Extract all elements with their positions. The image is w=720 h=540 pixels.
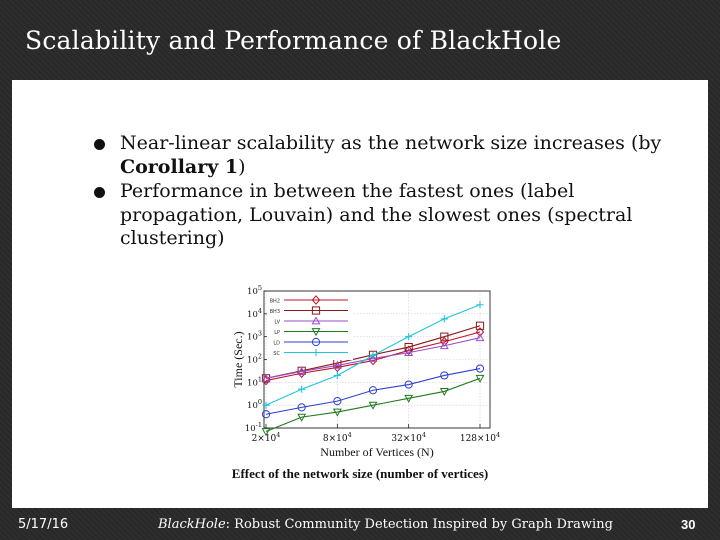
- data-point: [404, 347, 414, 357]
- legend-marker: [311, 295, 321, 305]
- legend-label: LD: [273, 341, 280, 347]
- legend-marker: [311, 328, 321, 337]
- data-point: [475, 327, 485, 337]
- scalability-chart: 10-1 100 101 102 103 104 105 2×104 8×104 32×104 12…: [231, 285, 500, 459]
- y-tick-label: 103: [247, 330, 262, 343]
- footer-date: 5/17/16: [18, 517, 69, 532]
- content-panel: Near-linear scalability as the network s…: [12, 80, 708, 508]
- legend-label: BH2: [270, 299, 280, 305]
- data-point: [332, 360, 342, 369]
- x-tick-label: 32×104: [391, 431, 426, 444]
- chart-legend: BH2 BH3 LV LP LD SC: [267, 294, 353, 360]
- data-point: [368, 386, 378, 395]
- data-point: [440, 315, 448, 323]
- legend-label: BH3: [270, 309, 280, 315]
- data-point: [261, 428, 271, 437]
- series-line: [265, 368, 481, 415]
- y-axis-label: Time (Sec.): [231, 331, 245, 387]
- data-point: [333, 397, 342, 406]
- bullet-item: Near-linear scalability as the network s…: [92, 132, 672, 179]
- x-axis-label: Number of Vertices (N): [320, 445, 433, 459]
- data-point: [404, 342, 413, 352]
- data-point: [368, 401, 378, 410]
- bullet-text: Near-linear scalability as the network s…: [120, 132, 662, 154]
- data-point: [475, 321, 485, 330]
- series-sc: [262, 301, 484, 409]
- series-ld: [261, 364, 485, 419]
- legend-marker: [312, 348, 320, 357]
- data-point: [404, 394, 414, 403]
- legend-marker: [311, 337, 321, 347]
- chart-caption: Effect of the network size (number of ve…: [231, 466, 489, 481]
- data-point: [440, 332, 449, 341]
- footer-title-rest: : Robust Community Detection Inspired by…: [225, 517, 613, 532]
- data-point: [404, 380, 413, 389]
- bullet-dot: [94, 139, 105, 150]
- y-tick-label: 101: [247, 375, 262, 388]
- data-point: [368, 353, 378, 362]
- page-number: 30: [681, 517, 696, 532]
- data-point: [475, 333, 485, 342]
- bullet-bold: Corollary 1: [120, 155, 239, 178]
- data-point: [440, 371, 449, 380]
- x-tick-label: 128×104: [460, 431, 500, 444]
- data-point: [298, 385, 306, 393]
- data-point: [332, 408, 342, 417]
- legend-marker: [311, 306, 321, 315]
- y-tick-label: 104: [247, 307, 262, 320]
- data-point: [261, 410, 271, 419]
- data-point: [475, 374, 485, 383]
- series-lp: [261, 374, 485, 437]
- x-tick-label: 8×104: [323, 431, 352, 444]
- y-tick-label: 105: [247, 285, 262, 297]
- bullet-item: Performance in between the fastest ones …: [92, 180, 672, 251]
- legend-marker: [311, 316, 321, 325]
- legend-label: SC: [273, 351, 280, 357]
- legend-label: LV: [274, 320, 280, 326]
- slide-title: Scalability and Performance of BlackHole: [25, 26, 562, 55]
- bullet-dot: [94, 187, 105, 198]
- y-tick-label: 102: [247, 353, 262, 366]
- data-point: [297, 366, 307, 375]
- footer-title: BlackHole: Robust Community Detection In…: [158, 517, 613, 532]
- data-point: [404, 345, 413, 356]
- data-point: [475, 364, 485, 373]
- legend-label: LP: [274, 330, 280, 336]
- series-line: [265, 377, 481, 433]
- bullet-list: Near-linear scalability as the network s…: [92, 132, 672, 252]
- data-point: [476, 301, 484, 309]
- y-tick-label: 100: [247, 398, 262, 411]
- data-point: [333, 371, 341, 380]
- y-tick-label: 10-1: [245, 421, 262, 434]
- data-point: [297, 403, 306, 412]
- footer-title-italic: BlackHole: [158, 517, 226, 532]
- data-point: [439, 388, 449, 397]
- data-point: [297, 413, 307, 422]
- data-point: [439, 341, 449, 350]
- legend-box: [267, 294, 353, 360]
- data-point: [369, 351, 377, 360]
- data-point: [261, 373, 271, 382]
- bullet-text: Performance in between the fastest ones …: [120, 180, 633, 249]
- bullet-after: ): [238, 155, 246, 178]
- x-tick-label: 2×104: [252, 431, 281, 444]
- data-point: [262, 401, 270, 409]
- data-point: [405, 333, 413, 341]
